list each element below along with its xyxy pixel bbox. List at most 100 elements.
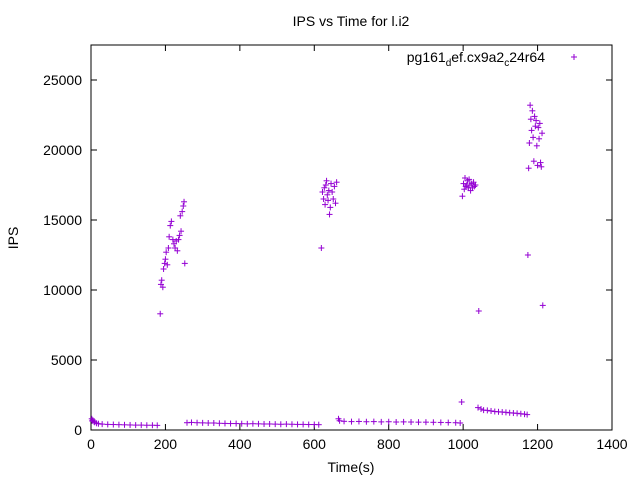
data-point — [475, 404, 482, 411]
data-point — [336, 417, 343, 424]
x-axis-label: Time(s) — [328, 459, 375, 475]
data-point — [181, 260, 188, 267]
data-point — [132, 422, 139, 429]
data-point — [527, 102, 534, 109]
series-points — [88, 102, 546, 429]
data-point — [157, 310, 164, 317]
data-point — [272, 421, 279, 428]
data-point — [472, 182, 479, 188]
data-point — [475, 308, 482, 314]
data-point — [249, 420, 256, 427]
data-point — [370, 418, 377, 425]
data-point — [526, 140, 533, 146]
y-tick-label: 15000 — [43, 212, 82, 228]
data-point — [533, 142, 540, 149]
y-tick-label: 20000 — [43, 142, 82, 158]
data-point — [524, 411, 531, 418]
data-point — [536, 120, 543, 127]
data-point — [210, 420, 217, 426]
data-point — [305, 421, 312, 428]
data-point — [321, 184, 328, 191]
data-point — [326, 211, 333, 218]
data-point — [143, 422, 150, 429]
data-point — [227, 420, 234, 427]
data-point — [355, 418, 362, 425]
data-point — [300, 421, 307, 428]
data-point — [533, 117, 540, 124]
data-point — [332, 200, 339, 207]
data-point — [255, 420, 262, 427]
data-point — [174, 247, 181, 254]
data-point — [104, 421, 111, 428]
data-point — [331, 183, 338, 190]
data-point — [121, 421, 128, 428]
data-point — [180, 203, 187, 209]
data-point — [158, 277, 165, 284]
data-point — [471, 183, 478, 190]
data-point — [266, 420, 273, 427]
data-point — [159, 284, 166, 291]
data-point — [537, 159, 544, 166]
data-point — [330, 196, 337, 202]
data-point — [315, 421, 322, 428]
x-tick-label: 600 — [303, 436, 327, 452]
legend-label: pg161def.cx9a2c24r64 — [407, 49, 545, 69]
data-point — [175, 236, 182, 243]
data-point — [324, 191, 331, 198]
plot-frame — [90, 44, 613, 431]
data-point — [525, 165, 532, 172]
data-point — [167, 222, 174, 229]
data-point — [327, 204, 334, 211]
x-tick-label: 1400 — [596, 436, 627, 452]
x-axis: 0 200 400 600 800 1000 1200 1400 — [87, 45, 628, 452]
data-point — [288, 421, 295, 428]
data-point — [277, 421, 284, 428]
data-point — [464, 177, 471, 184]
data-point — [329, 189, 336, 195]
y-tick-label: 10000 — [43, 282, 82, 298]
data-point — [400, 418, 407, 425]
data-point — [466, 176, 473, 183]
x-tick-label: 1000 — [448, 436, 479, 452]
data-point — [216, 420, 223, 427]
data-point — [162, 256, 169, 263]
data-point — [199, 419, 206, 426]
data-point — [539, 302, 546, 309]
data-point — [333, 179, 340, 186]
data-point — [530, 158, 537, 165]
data-point — [177, 212, 184, 219]
legend: pg161def.cx9a2c24r64 — [407, 49, 577, 69]
data-point — [422, 419, 429, 426]
data-point — [430, 419, 437, 426]
data-point — [233, 420, 240, 427]
data-point — [459, 193, 466, 200]
data-point — [320, 196, 327, 202]
data-point — [110, 421, 117, 428]
data-point — [527, 116, 534, 123]
data-point — [538, 163, 545, 170]
legend-symbol — [571, 54, 577, 60]
data-point — [322, 182, 329, 188]
data-point — [238, 420, 245, 427]
data-point — [115, 421, 122, 428]
data-point — [528, 127, 535, 134]
data-point — [138, 422, 145, 429]
data-point — [530, 134, 537, 141]
data-point — [539, 130, 546, 137]
data-point — [488, 407, 495, 414]
data-point — [385, 418, 392, 425]
data-point — [318, 245, 325, 251]
data-point — [462, 183, 469, 190]
data-point — [322, 201, 329, 208]
data-point — [478, 406, 485, 412]
data-point — [437, 419, 444, 426]
x-tick-label: 200 — [154, 436, 178, 452]
data-point — [524, 252, 531, 258]
data-point — [99, 421, 106, 428]
data-point — [445, 419, 452, 426]
data-point — [378, 418, 385, 425]
data-point — [325, 187, 332, 194]
data-point — [176, 232, 183, 239]
data-point — [363, 418, 370, 425]
